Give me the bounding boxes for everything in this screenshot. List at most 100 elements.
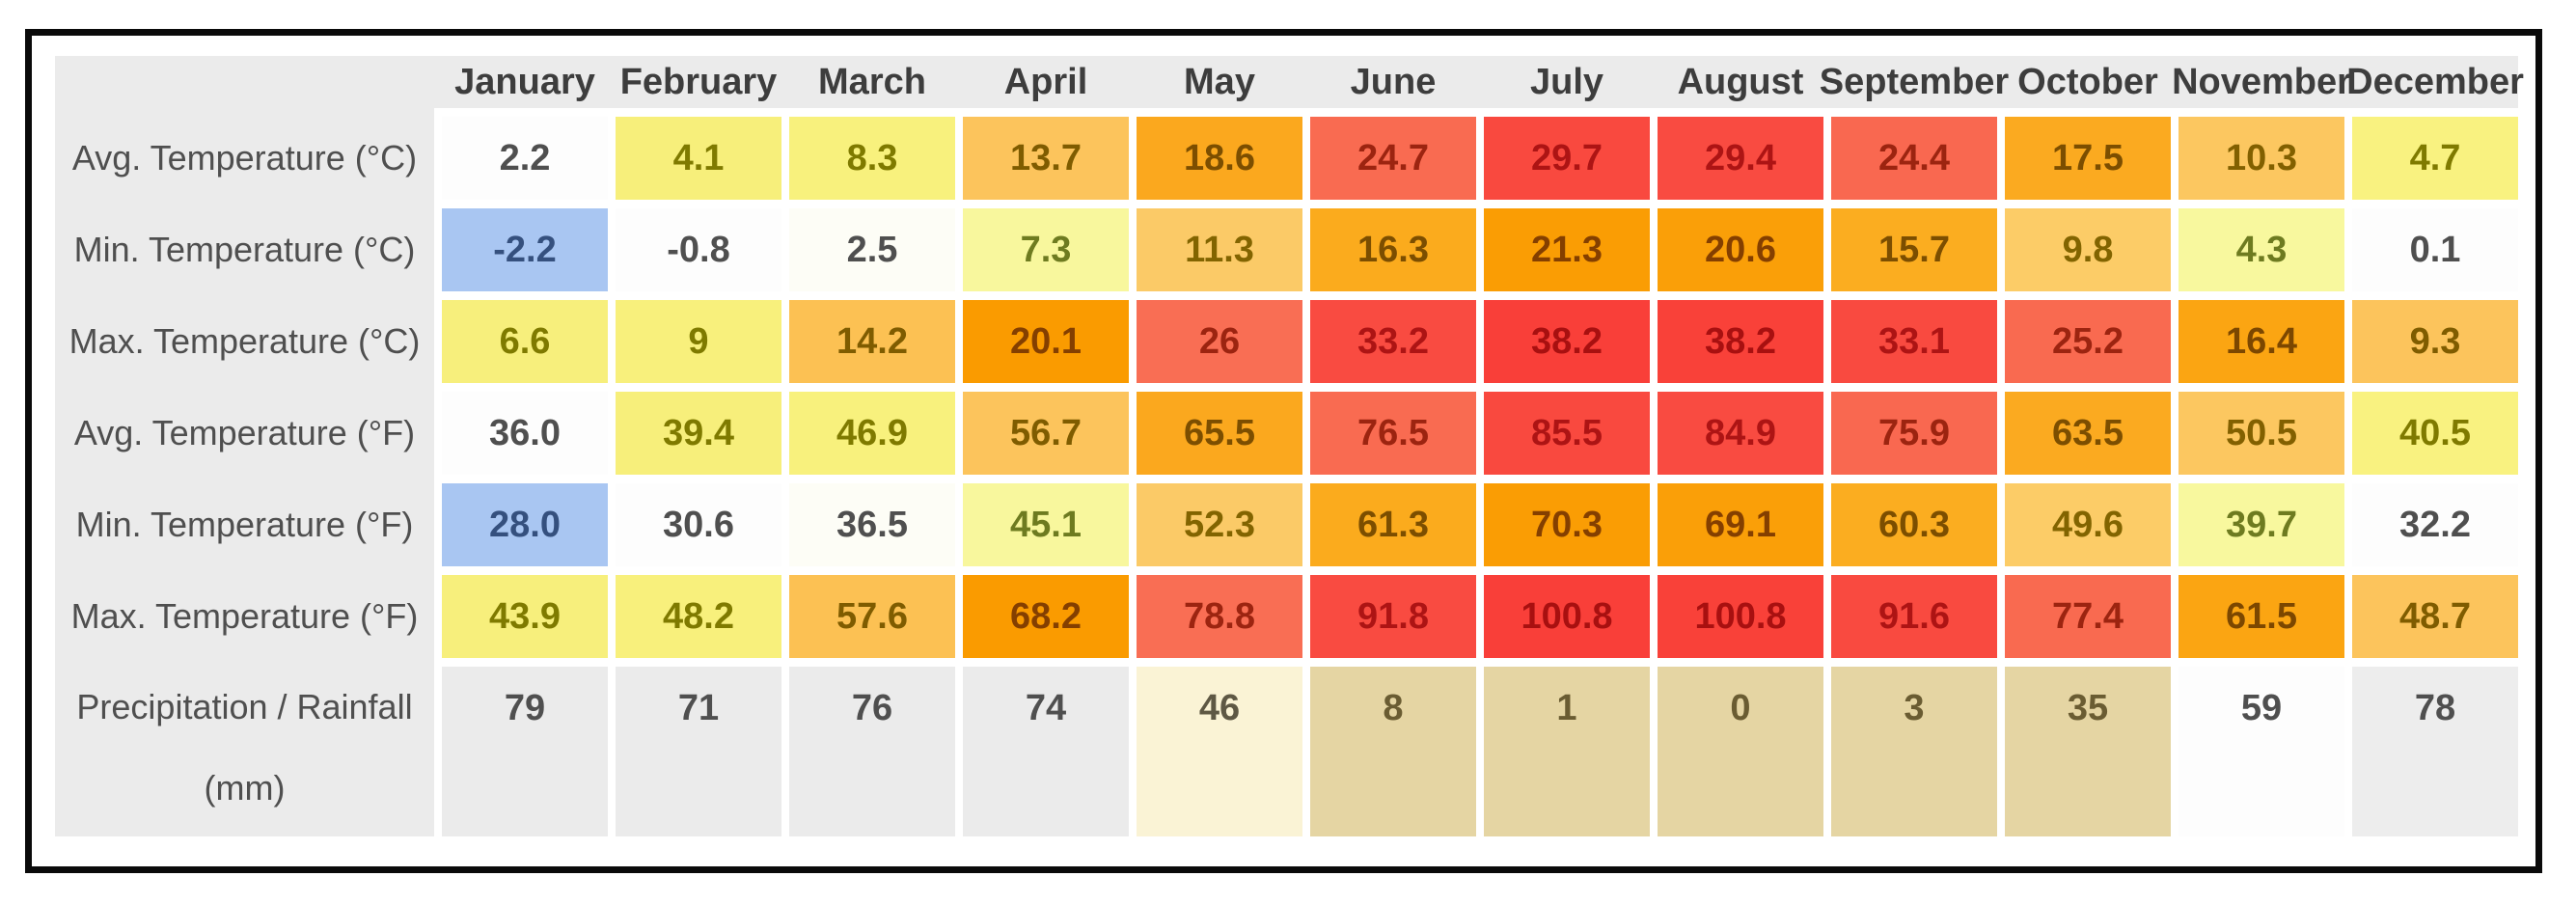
table-cell: 35 [2005,667,2171,836]
table-cell: 7.3 [963,208,1129,291]
table-cell: 4.3 [2179,208,2344,291]
table-cell: 9 [616,300,781,383]
table-cell-value: 100.8 [1694,595,1787,637]
table-cell: 38.2 [1658,300,1823,383]
table-cell-value: 4.1 [672,137,725,178]
table-cell: 46.9 [789,392,955,475]
column-header: December [2346,56,2524,108]
table-cell-value: 20.1 [1010,320,1082,362]
table-cell: 24.7 [1310,117,1476,200]
table-cell-value: 0 [1730,688,1751,728]
table-cell: 21.3 [1484,208,1650,291]
table-cell-value: 29.7 [1531,137,1603,178]
table-cell: 26 [1137,300,1302,383]
table-cell-value: 7.3 [1020,229,1072,270]
table-cell-value: 4.3 [2235,229,2288,270]
table-cell-value: 46 [1198,688,1241,728]
column-header-text: March [818,61,926,102]
table-cell-value: 85.5 [1531,412,1603,453]
table-cell: 20.1 [963,300,1129,383]
table-cell-value: 70.3 [1531,504,1603,545]
table-cell: 4.1 [616,117,781,200]
table-cell: 6.6 [442,300,608,383]
table-cell: 57.6 [789,575,955,658]
table-cell-value: 84.9 [1705,412,1776,453]
table-cell: 8 [1310,667,1476,836]
table-cell: 78.8 [1137,575,1302,658]
row-label: Avg. Temperature (°F) [55,392,434,475]
table-cell-value: 3 [1904,688,1925,728]
table-cell-value: 35 [2067,688,2109,728]
table-cell: 2.2 [442,117,608,200]
row-label: Precipitation / Rainfall (mm) [55,667,434,836]
table-cell: 100.8 [1658,575,1823,658]
table-cell: 85.5 [1484,392,1650,475]
table-cell: 65.5 [1137,392,1302,475]
table-cell: 59 [2179,667,2344,836]
table-cell: 76 [789,667,955,836]
table-cell-value: 33.1 [1878,320,1950,362]
climate-data-table: January February March April May June July Augu… [55,56,2524,836]
table-cell: 46 [1137,667,1302,836]
table-cell: 50.5 [2179,392,2344,475]
table-cell: 79 [442,667,608,836]
table-cell-value: 1 [1556,688,1577,728]
table-cell: 63.5 [2005,392,2171,475]
table-cell-value: 38.2 [1531,320,1603,362]
table-cell-value: 39.4 [663,412,734,453]
column-header-text: September [1819,61,2010,102]
column-header: January [442,56,608,108]
column-header: April [963,56,1129,108]
row-label-text: Max. Temperature (°C) [69,321,421,361]
table-cell-value: 63.5 [2052,412,2124,453]
table-cell: 38.2 [1484,300,1650,383]
column-header: November [2172,56,2351,108]
table-cell-value: 9 [688,320,709,362]
table-cell-value: 91.6 [1878,595,1950,637]
table-cell: 15.7 [1831,208,1997,291]
table-cell: 2.5 [789,208,955,291]
column-header-text: November [2172,61,2351,102]
table-cell-value: 25.2 [2052,320,2124,362]
column-header: July [1484,56,1650,108]
table-cell: 0.1 [2352,208,2518,291]
table-cell: 16.4 [2179,300,2344,383]
column-header-text: June [1350,61,1437,102]
table-cell: 61.5 [2179,575,2344,658]
table-cell-value: 16.4 [2226,320,2297,362]
table-cell-value: 68.2 [1010,595,1082,637]
table-cell: 3 [1831,667,1997,836]
table-cell-value: 39.7 [2226,504,2297,545]
table-cell: 75.9 [1831,392,1997,475]
table-cell: 29.7 [1484,117,1650,200]
table-cell: 20.6 [1658,208,1823,291]
table-cell-value: 24.7 [1357,137,1429,178]
table-cell: 77.4 [2005,575,2171,658]
table-cell-value: 40.5 [2399,412,2471,453]
row-label-text: Avg. Temperature (°F) [73,413,416,452]
header-row-background [55,56,2518,108]
table-cell-value: 74 [1025,688,1067,728]
table-cell-value: -2.2 [493,229,557,270]
table-cell-value: 8 [1383,688,1404,728]
table-cell: 24.4 [1831,117,1997,200]
table-cell-value: 61.5 [2226,595,2297,637]
table-cell-value: 60.3 [1878,504,1950,545]
table-cell: 39.7 [2179,483,2344,566]
column-header: September [1820,56,2009,108]
table-cell-value: 17.5 [2052,137,2124,178]
table-cell-value: 20.6 [1705,229,1776,270]
table-cell-value: 100.8 [1521,595,1613,637]
table-cell-value: 32.2 [2399,504,2471,545]
table-cell-value: 0.1 [2409,229,2461,270]
table-cell-value: 38.2 [1705,320,1776,362]
table-cell-value: 79 [504,688,546,728]
table-cell: 69.1 [1658,483,1823,566]
table-cell: 9.3 [2352,300,2518,383]
table-cell-value: 49.6 [2052,504,2124,545]
row-label-text: Avg. Temperature (°C) [71,138,418,178]
table-cell: 40.5 [2352,392,2518,475]
column-header-text: October [2017,61,2158,102]
table-cell-value: 76 [851,688,893,728]
table-cell-value: 75.9 [1878,412,1950,453]
